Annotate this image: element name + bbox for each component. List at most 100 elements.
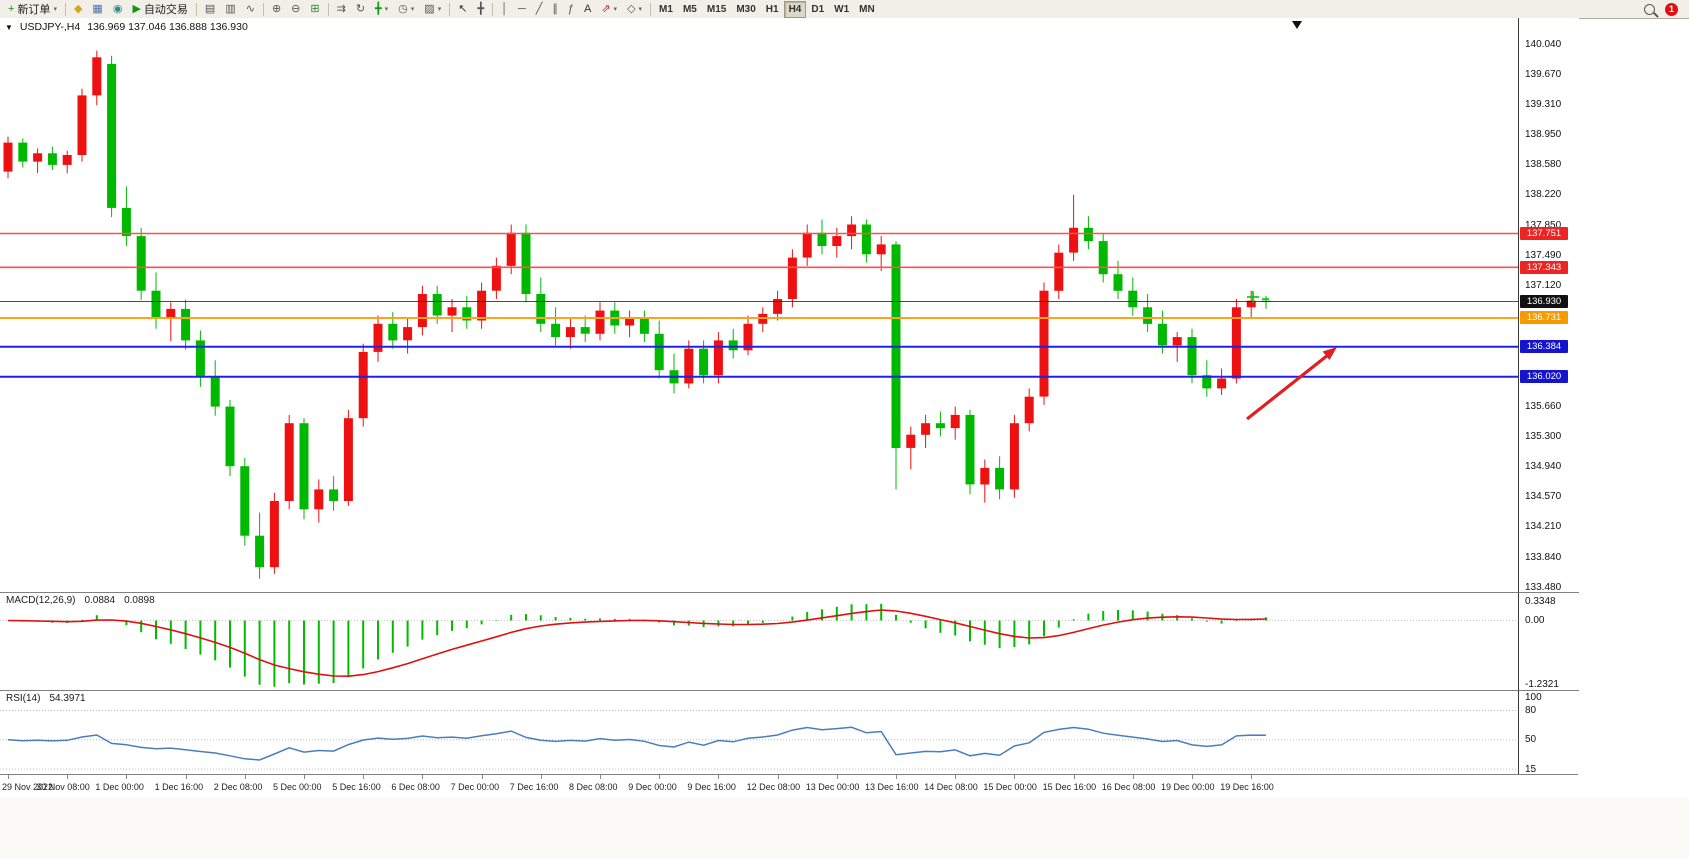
candle — [1172, 337, 1182, 346]
horizontal-line-button[interactable]: ─ — [513, 0, 531, 18]
candle — [151, 290, 161, 319]
support-line-2-price-tag[interactable]: 136.020 — [1520, 370, 1568, 384]
candle — [33, 153, 43, 162]
price-axis-label: 135.300 — [1525, 430, 1562, 442]
shapes-button[interactable]: ◇ ▾ — [622, 0, 647, 18]
price-chart-panel[interactable]: ▼ USDJPY-,H4 136.969 137.046 136.888 136… — [0, 18, 1518, 592]
toolbar-right: 1 — [1644, 2, 1686, 16]
horizontal-line-icon: ─ — [517, 2, 526, 15]
rsi-panel[interactable]: RSI(14) 54.3971 — [0, 690, 1518, 775]
channel-button[interactable]: ∥ — [547, 0, 563, 18]
cursor-button[interactable]: ↖ — [453, 0, 472, 18]
shift-chart-button[interactable]: ⇉ — [332, 0, 351, 18]
chevron-down-icon: ▾ — [638, 6, 643, 13]
price-axis-label: 138.220 — [1525, 189, 1562, 201]
autotrading-icon: ▶ — [132, 2, 141, 15]
rsi-axis-label: 15 — [1525, 764, 1537, 775]
price-axis-label: 139.670 — [1525, 69, 1562, 81]
autotrading-button[interactable]: ▶ 自动交易 — [127, 0, 192, 18]
notification-badge[interactable]: 1 — [1665, 2, 1678, 16]
crosshair-button[interactable]: ╋ — [472, 0, 489, 18]
candle — [136, 236, 146, 291]
chart-shift-marker[interactable] — [1292, 21, 1302, 29]
timeframe-w1[interactable]: W1 — [834, 3, 850, 15]
timeframe-h1[interactable]: H1 — [765, 3, 779, 15]
timeframe-m5[interactable]: M5 — [682, 3, 697, 15]
candlestick-chart-button[interactable]: ▥ — [220, 0, 240, 18]
zoom-out-button[interactable]: ⊖ — [286, 0, 305, 18]
toolbar-separator — [650, 2, 652, 16]
candle — [477, 290, 487, 321]
pivot-line-price-tag[interactable]: 136.731 — [1520, 311, 1568, 325]
timeframe-m15[interactable]: M15 — [706, 3, 727, 15]
trendline-button[interactable]: ╱ — [531, 0, 548, 18]
price-axis-label: 135.660 — [1525, 401, 1562, 413]
line-chart-button[interactable]: ∿ — [241, 0, 260, 18]
resistance-line-1-price-tag[interactable]: 137.751 — [1520, 227, 1568, 241]
resistance-line-2-price-tag[interactable]: 137.343 — [1520, 260, 1568, 274]
support-line-1-price-tag[interactable]: 136.384 — [1520, 340, 1568, 354]
auto-scroll-button[interactable]: ↻ — [351, 0, 370, 18]
candle — [1083, 227, 1093, 241]
arrows-button[interactable]: ⇗ ▾ — [596, 0, 622, 18]
time-axis-tick — [1192, 775, 1193, 779]
time-axis-label: 14 Dec 08:00 — [924, 782, 978, 792]
price-axis-label: 134.210 — [1525, 521, 1562, 533]
periods-button[interactable]: ◷ ▾ — [393, 0, 419, 18]
time-axis-label: 13 Dec 00:00 — [805, 782, 860, 792]
alerts-button[interactable]: ◆ — [69, 0, 87, 18]
toolbar: + 新订单 ▾ ◆ ▦ ◉ ▶ 自动交易 ▤ ▥ ∿ ⊕ ⊖ ⊞ ⇉ ↻ ╋ ▾ ◷ ▾ ▨ ▾ ↖ ╋ │ ─ ╱ ∥ ƒ A ⇗ ▾ ◇ ▾ M… — [0, 0, 1689, 19]
toolbar-separator — [195, 2, 197, 16]
macd-chart — [0, 603, 1518, 687]
chevron-down-icon: ▾ — [410, 6, 415, 13]
trend-arrow-head[interactable] — [1322, 347, 1337, 360]
rsi-line — [7, 726, 1267, 761]
vertical-line-button[interactable]: │ — [496, 0, 513, 18]
macd-panel[interactable]: MACD(12,26,9) 0.0884 0.0898 — [0, 592, 1518, 691]
templates-button[interactable]: ▨ ▾ — [419, 0, 446, 18]
candle — [536, 294, 546, 324]
symbol-ohlc-label: ▼ USDJPY-,H4 136.969 137.046 136.888 136… — [5, 21, 248, 33]
tile-windows-button[interactable]: ⊞ — [305, 0, 324, 18]
indicators-button[interactable]: ╋ ▾ — [370, 0, 393, 18]
candle — [447, 307, 457, 316]
candle — [639, 318, 649, 334]
bar-chart-button[interactable]: ▤ — [200, 0, 220, 18]
time-axis-label: 16 Dec 08:00 — [1101, 782, 1156, 792]
rsi-axis[interactable]: 100 80 50 15 — [1518, 690, 1579, 775]
zoom-in-button[interactable]: ⊕ — [267, 0, 286, 18]
timeframe-h4[interactable]: H4 — [783, 0, 807, 18]
macd-axis[interactable]: 0.3348 0.00 -1.2321 — [1518, 592, 1579, 691]
timeframe-m1[interactable]: M1 — [659, 3, 673, 15]
news-button[interactable]: ◉ — [108, 0, 128, 18]
macd-axis-label: 0.00 — [1525, 615, 1545, 627]
channel-icon: ∥ — [552, 2, 558, 15]
time-axis-label: 5 Dec 00:00 — [273, 782, 322, 792]
price-axis[interactable]: 140.040 139.670 139.310 138.950 138.580 138.2… — [1518, 18, 1579, 592]
one-click-trading-expander[interactable]: ▼ — [5, 22, 13, 32]
candlestick-chart[interactable] — [0, 18, 1518, 592]
timeframe-m30[interactable]: M30 — [736, 3, 756, 15]
timeframe-d1[interactable]: D1 — [811, 3, 825, 15]
time-axis[interactable]: 29 Nov 2022 30 Nov 08:00 1 Dec 00:00 1 Dec … — [0, 774, 1578, 799]
candle — [950, 414, 960, 429]
candle — [861, 224, 871, 255]
market-watch-icon: ▦ — [92, 2, 103, 15]
search-icon[interactable] — [1644, 3, 1655, 15]
text-button[interactable]: A — [579, 0, 596, 18]
current-price-line-price-tag[interactable]: 136.930 — [1520, 294, 1568, 308]
vertical-line-icon: │ — [501, 2, 508, 15]
candle — [181, 308, 191, 341]
zoom-in-icon: ⊕ — [271, 2, 282, 15]
fibonacci-button[interactable]: ƒ — [563, 0, 579, 18]
timeframe-mn[interactable]: MN — [859, 3, 875, 15]
market-watch-button[interactable]: ▦ — [87, 0, 107, 18]
shapes-icon: ◇ — [627, 2, 636, 15]
trend-arrow[interactable] — [1246, 353, 1329, 421]
price-axis-label: 140.040 — [1525, 38, 1562, 50]
new-order-button[interactable]: + 新订单 ▾ — [3, 0, 62, 18]
price-axis-label: 134.570 — [1525, 491, 1562, 503]
candle — [432, 294, 442, 316]
candle — [1039, 290, 1049, 397]
candle — [728, 340, 738, 351]
